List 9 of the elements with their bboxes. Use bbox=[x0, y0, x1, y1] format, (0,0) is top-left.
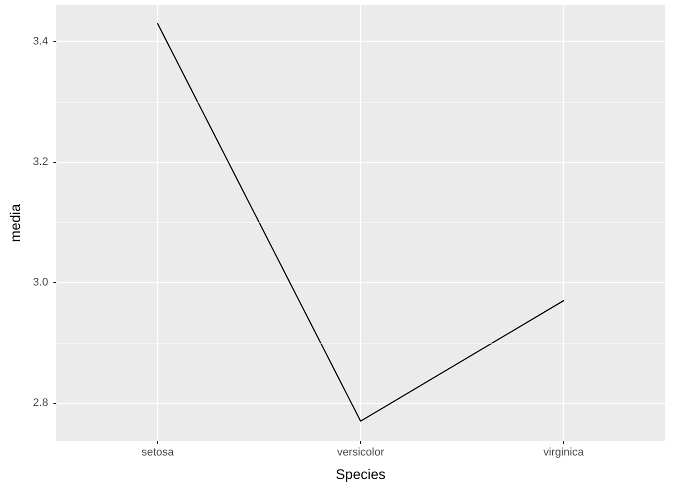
y-axis-title: media bbox=[7, 204, 23, 242]
x-tick-label: versicolor bbox=[337, 446, 384, 458]
y-tick-label: 3.0 bbox=[32, 276, 48, 289]
y-tick-label: 3.2 bbox=[32, 156, 48, 168]
y-tick-label: 3.4 bbox=[32, 36, 48, 48]
y-tick-label: 2.8 bbox=[32, 397, 48, 410]
x-tick-label: setosa bbox=[141, 446, 175, 458]
x-tick-label: virginica bbox=[543, 446, 585, 458]
x-axis-title: Species bbox=[336, 466, 386, 482]
